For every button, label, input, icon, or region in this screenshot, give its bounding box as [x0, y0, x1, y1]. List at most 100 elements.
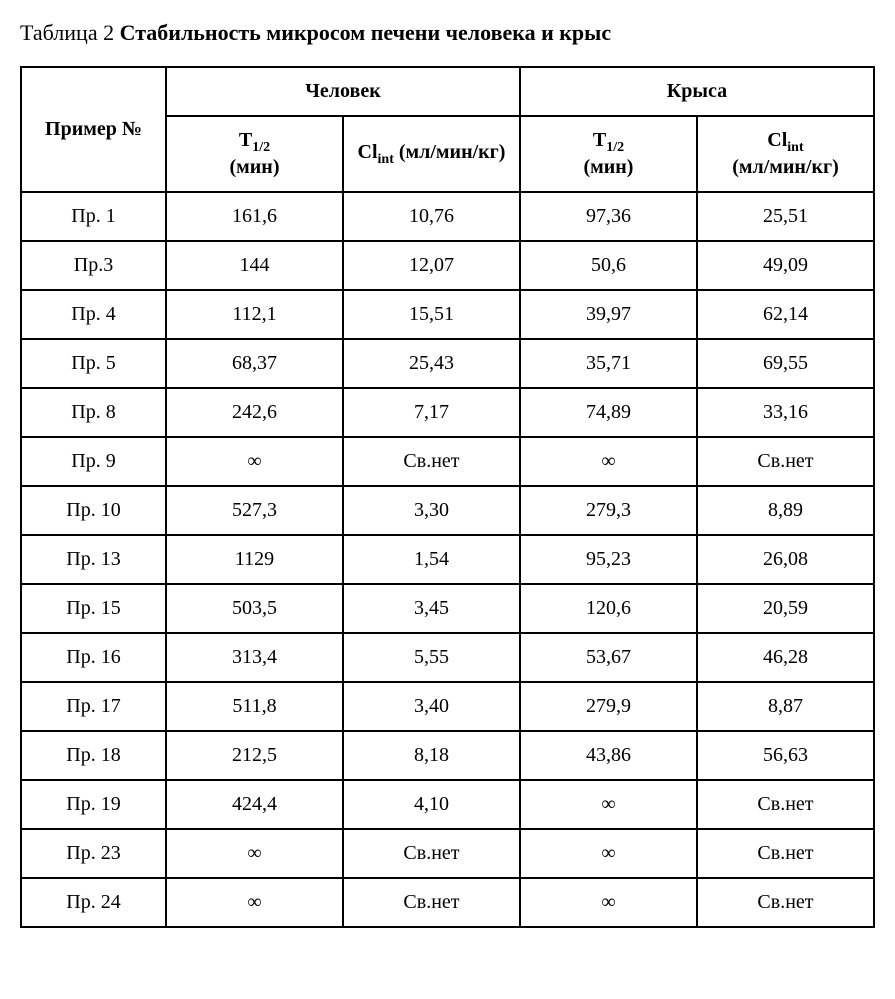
cell-rat-thalf: 50,6	[520, 241, 697, 290]
cell-human-cl: Св.нет	[343, 437, 520, 486]
cell-rat-cl: 26,08	[697, 535, 874, 584]
cell-rat-thalf: 279,3	[520, 486, 697, 535]
header-human: Человек	[166, 67, 520, 116]
cell-example: Пр. 4	[21, 290, 166, 339]
cell-human-thalf: 242,6	[166, 388, 343, 437]
cell-rat-cl: Св.нет	[697, 878, 874, 927]
cell-human-thalf: 424,4	[166, 780, 343, 829]
cell-example: Пр. 10	[21, 486, 166, 535]
cell-rat-thalf: 120,6	[520, 584, 697, 633]
cell-rat-cl: 69,55	[697, 339, 874, 388]
header-rat-cl: Clint(мл/мин/кг)	[697, 116, 874, 192]
title-main: Стабильность микросом печени человека и …	[120, 20, 612, 45]
cell-rat-cl: 56,63	[697, 731, 874, 780]
cell-rat-cl: Св.нет	[697, 437, 874, 486]
cell-rat-cl: 49,09	[697, 241, 874, 290]
cell-example: Пр. 5	[21, 339, 166, 388]
cell-human-thalf: 112,1	[166, 290, 343, 339]
cell-human-thalf: ∞	[166, 437, 343, 486]
cell-rat-cl: Св.нет	[697, 780, 874, 829]
cell-human-cl: 3,40	[343, 682, 520, 731]
table-row: Пр. 8242,67,1774,8933,16	[21, 388, 874, 437]
table-row: Пр. 10527,33,30279,38,89	[21, 486, 874, 535]
cell-rat-thalf: 279,9	[520, 682, 697, 731]
header-human-thalf: T1/2(мин)	[166, 116, 343, 192]
cell-human-thalf: 68,37	[166, 339, 343, 388]
data-table: Пример № Человек Крыса T1/2(мин) Clint (…	[20, 66, 875, 928]
cell-human-thalf: 212,5	[166, 731, 343, 780]
table-row: Пр. 568,3725,4335,7169,55	[21, 339, 874, 388]
cell-rat-thalf: ∞	[520, 829, 697, 878]
cell-human-cl: 25,43	[343, 339, 520, 388]
cell-rat-cl: 33,16	[697, 388, 874, 437]
cell-rat-thalf: 43,86	[520, 731, 697, 780]
table-row: Пр. 24∞Св.нет∞Св.нет	[21, 878, 874, 927]
cell-rat-cl: Св.нет	[697, 829, 874, 878]
table-row: Пр. 1161,610,7697,3625,51	[21, 192, 874, 241]
cell-rat-cl: 46,28	[697, 633, 874, 682]
header-human-cl: Clint (мл/мин/кг)	[343, 116, 520, 192]
header-rat-thalf: T1/2(мин)	[520, 116, 697, 192]
cell-human-thalf: 161,6	[166, 192, 343, 241]
cell-example: Пр. 1	[21, 192, 166, 241]
cell-human-thalf: ∞	[166, 878, 343, 927]
cell-rat-cl: 8,89	[697, 486, 874, 535]
cell-rat-thalf: 95,23	[520, 535, 697, 584]
table-row: Пр. 15503,53,45120,620,59	[21, 584, 874, 633]
cell-human-cl: 7,17	[343, 388, 520, 437]
cell-rat-cl: 25,51	[697, 192, 874, 241]
cell-human-thalf: 144	[166, 241, 343, 290]
table-row: Пр. 4112,115,5139,9762,14	[21, 290, 874, 339]
table-row: Пр. 23∞Св.нет∞Св.нет	[21, 829, 874, 878]
cell-human-thalf: 313,4	[166, 633, 343, 682]
cell-example: Пр. 18	[21, 731, 166, 780]
cell-human-cl: 1,54	[343, 535, 520, 584]
cell-rat-thalf: 53,67	[520, 633, 697, 682]
cell-example: Пр. 8	[21, 388, 166, 437]
cell-human-thalf: 1129	[166, 535, 343, 584]
cell-human-cl: 15,51	[343, 290, 520, 339]
cell-example: Пр. 24	[21, 878, 166, 927]
header-rat: Крыса	[520, 67, 874, 116]
table-row: Пр. 16313,45,5553,6746,28	[21, 633, 874, 682]
cell-rat-thalf: 39,97	[520, 290, 697, 339]
cell-rat-thalf: 35,71	[520, 339, 697, 388]
cell-example: Пр. 17	[21, 682, 166, 731]
cell-example: Пр. 13	[21, 535, 166, 584]
cell-human-cl: 5,55	[343, 633, 520, 682]
cell-human-thalf: 503,5	[166, 584, 343, 633]
table-row: Пр.314412,0750,649,09	[21, 241, 874, 290]
cell-rat-cl: 62,14	[697, 290, 874, 339]
cell-example: Пр. 19	[21, 780, 166, 829]
cell-example: Пр. 9	[21, 437, 166, 486]
cell-human-thalf: 527,3	[166, 486, 343, 535]
cell-human-cl: 3,45	[343, 584, 520, 633]
cell-example: Пр. 23	[21, 829, 166, 878]
table-row: Пр. 19424,44,10∞Св.нет	[21, 780, 874, 829]
table-row: Пр. 17511,83,40279,98,87	[21, 682, 874, 731]
cell-human-cl: Св.нет	[343, 878, 520, 927]
cell-rat-thalf: 97,36	[520, 192, 697, 241]
table-row: Пр. 1311291,5495,2326,08	[21, 535, 874, 584]
table-title: Таблица 2 Стабильность микросом печени ч…	[20, 20, 875, 46]
cell-human-cl: 10,76	[343, 192, 520, 241]
cell-human-cl: 4,10	[343, 780, 520, 829]
cell-human-cl: 12,07	[343, 241, 520, 290]
table-header-row-1: Пример № Человек Крыса	[21, 67, 874, 116]
cell-rat-cl: 20,59	[697, 584, 874, 633]
cell-human-cl: Св.нет	[343, 829, 520, 878]
cell-example: Пр.3	[21, 241, 166, 290]
title-prefix: Таблица 2	[20, 20, 120, 45]
table-row: Пр. 18212,58,1843,8656,63	[21, 731, 874, 780]
cell-human-cl: 8,18	[343, 731, 520, 780]
cell-example: Пр. 15	[21, 584, 166, 633]
header-example: Пример №	[21, 67, 166, 192]
cell-rat-cl: 8,87	[697, 682, 874, 731]
cell-rat-thalf: ∞	[520, 878, 697, 927]
cell-rat-thalf: 74,89	[520, 388, 697, 437]
cell-human-cl: 3,30	[343, 486, 520, 535]
table-row: Пр. 9∞Св.нет∞Св.нет	[21, 437, 874, 486]
cell-human-thalf: ∞	[166, 829, 343, 878]
cell-example: Пр. 16	[21, 633, 166, 682]
cell-human-thalf: 511,8	[166, 682, 343, 731]
